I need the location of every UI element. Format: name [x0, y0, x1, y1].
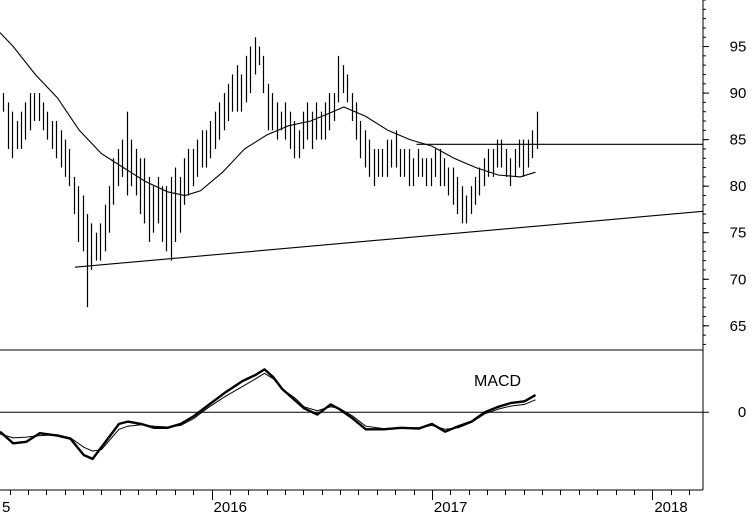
year-label: 2018: [654, 499, 687, 516]
moving-average-line: [0, 32, 536, 197]
price-tick-label: 95: [730, 39, 747, 56]
price-tick-label: 90: [730, 85, 747, 102]
macd-panel: 0: [0, 368, 746, 461]
price-axis: 65 70 75 80 85 90 95: [703, 0, 747, 345]
time-axis: 5 2016 2017 2018: [2, 490, 690, 516]
price-tick-label: 65: [730, 318, 747, 335]
support-trendline: [74, 210, 704, 268]
year-label: 2016: [214, 499, 247, 516]
price-bars: [2, 37, 539, 308]
macd-signal-line: [0, 372, 536, 452]
price-tick-label: 75: [730, 225, 747, 242]
annotations: [74, 143, 704, 268]
macd-line: [0, 368, 537, 461]
macd-tick-label: 0: [738, 404, 746, 421]
year-label: 2017: [434, 499, 467, 516]
price-tick-label: 85: [730, 132, 747, 149]
price-tick-label: 80: [730, 178, 747, 195]
price-tick-label: 70: [730, 271, 747, 288]
macd-label: MACD: [474, 373, 521, 390]
moving-average: [0, 32, 536, 197]
year-label: 5: [2, 499, 10, 516]
